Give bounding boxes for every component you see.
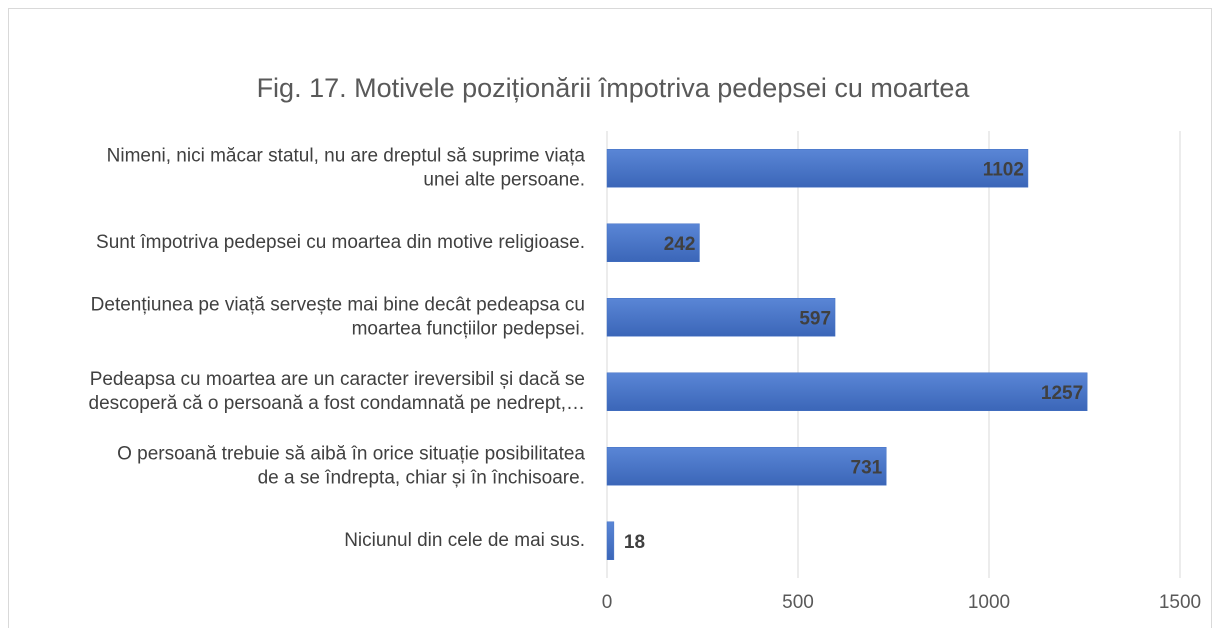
x-tick-label: 0: [602, 592, 613, 613]
data-label: 731: [851, 457, 883, 478]
y-tick-label: moartea funcțiilor pedepsei.: [352, 318, 585, 339]
y-tick-label: Sunt împotriva pedepsei cu moartea din m…: [96, 232, 585, 253]
y-tick-label: de a se îndrepta, chiar și în închisoare…: [258, 467, 585, 488]
x-tick-label: 500: [782, 592, 814, 613]
y-tick-label: descoperă că o persoană a fost condamnat…: [89, 393, 585, 414]
bar: [606, 223, 700, 262]
x-tick-label: 1000: [968, 592, 1010, 613]
bar: [606, 298, 836, 337]
y-tick-label: Nimeni, nici măcar statul, nu are dreptu…: [107, 145, 586, 166]
x-tick-label: 1500: [1159, 592, 1201, 613]
chart-title: Fig. 17. Motivele poziționării împotriva…: [257, 73, 971, 103]
y-tick-label: O persoană trebuie să aibă în orice situ…: [117, 443, 585, 464]
bar: [606, 372, 1088, 411]
y-tick-label: unei alte persoane.: [423, 169, 585, 190]
y-tick-label: Niciunul din cele de mai sus.: [344, 530, 585, 551]
y-tick-label: Pedeapsa cu moartea are un caracter irev…: [90, 369, 585, 390]
bar: [606, 149, 1029, 188]
bar: [606, 447, 887, 486]
data-label: 18: [624, 532, 645, 553]
bar: [606, 521, 615, 560]
data-label: 1102: [983, 159, 1024, 180]
data-label: 597: [799, 308, 831, 329]
y-tick-label: Detențiunea pe viață servește mai bine d…: [91, 294, 585, 315]
data-label: 242: [664, 234, 696, 255]
data-label: 1257: [1041, 383, 1083, 404]
